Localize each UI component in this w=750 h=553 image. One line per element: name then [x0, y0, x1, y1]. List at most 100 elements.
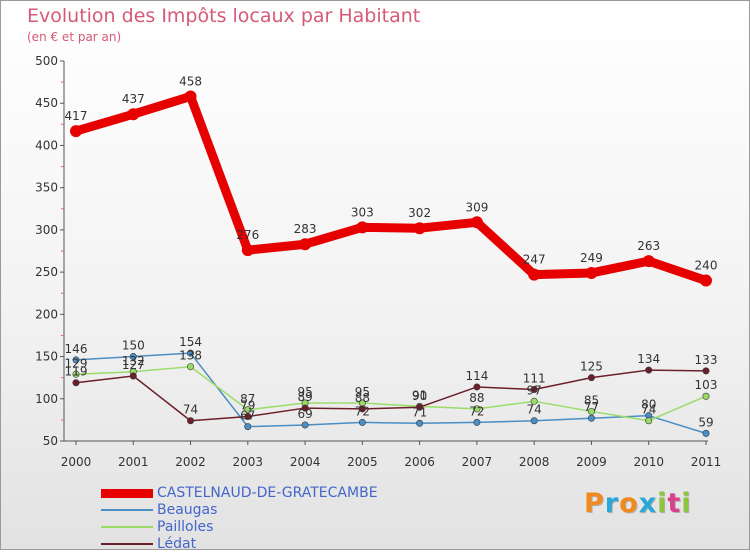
data-label: 119 [65, 365, 88, 379]
series-layer [70, 90, 712, 437]
data-point [473, 383, 481, 391]
data-point [244, 413, 252, 421]
data-point [416, 403, 424, 411]
data-label: 88 [469, 391, 484, 405]
logo-letter: P [584, 488, 605, 519]
data-point [702, 392, 710, 400]
data-point [358, 418, 366, 426]
data-point [700, 274, 712, 287]
data-point [587, 407, 595, 415]
legend-swatch-pailloles [101, 526, 153, 528]
data-point [301, 404, 309, 412]
data-point [70, 125, 82, 138]
data-label: 71 [412, 405, 427, 419]
data-point [585, 266, 598, 279]
data-label: 74 [183, 403, 198, 417]
x-tick-label: 2002 [175, 455, 206, 469]
data-point [530, 397, 538, 405]
data-label: 146 [65, 342, 88, 356]
logo-letter: r [604, 488, 620, 519]
legend-swatch-beaugas [101, 509, 153, 511]
data-label: 240 [695, 259, 718, 273]
x-tick-label: 2001 [118, 455, 149, 469]
x-tick-label: 2006 [404, 455, 435, 469]
data-label: 303 [351, 205, 374, 219]
data-point [301, 421, 309, 429]
data-labels-layer: 146 150 154 67 69 72 71 72 74 77 80 59 129 132 138 87 95… [65, 74, 718, 429]
data-label: 150 [122, 339, 145, 353]
data-label: 97 [527, 383, 542, 397]
data-label: 88 [355, 391, 370, 405]
y-tick-label: 150 [35, 350, 58, 364]
data-label: 127 [122, 358, 145, 372]
data-point [72, 356, 80, 364]
data-point [187, 417, 195, 425]
legend-swatch-castelnaud [101, 489, 153, 498]
data-label: 90 [412, 389, 427, 403]
legend-label-castelnaud: CASTELNAUD-DE-GRATECAMBE [157, 485, 378, 501]
data-point [413, 222, 426, 235]
series-line-3 [75, 365, 707, 422]
data-label: 283 [294, 222, 317, 236]
x-tick-label: 2003 [233, 455, 264, 469]
data-point [587, 414, 595, 422]
data-point [127, 108, 140, 121]
data-point [702, 429, 710, 437]
data-label: 302 [408, 206, 431, 220]
data-label: 247 [523, 253, 546, 267]
legend-swatch-ledat [101, 543, 153, 545]
data-label: 95 [355, 385, 370, 399]
data-point [299, 238, 312, 251]
data-label: 95 [297, 385, 312, 399]
data-point [416, 419, 424, 427]
data-point [702, 367, 710, 375]
data-point [530, 417, 538, 425]
data-label: 72 [469, 404, 484, 418]
data-label: 138 [179, 349, 202, 363]
series-line-2 [75, 352, 707, 435]
data-point [642, 255, 655, 268]
x-tick-label: 2007 [462, 455, 493, 469]
data-label: 276 [236, 228, 259, 242]
data-point [530, 385, 538, 393]
data-label: 111 [523, 371, 546, 385]
data-point [244, 406, 252, 414]
data-label: 89 [297, 390, 312, 404]
data-point [72, 370, 80, 378]
data-label: 114 [465, 369, 488, 383]
y-tick-label: 100 [35, 392, 58, 406]
data-point [587, 374, 595, 382]
data-label: 80 [641, 398, 656, 412]
logo-letter: i [681, 488, 692, 519]
data-label: 263 [637, 239, 660, 253]
logo-letter: x [638, 488, 658, 519]
data-label: 87 [240, 392, 255, 406]
data-label: 437 [122, 92, 145, 106]
x-tick-label: 2010 [633, 455, 664, 469]
data-point [129, 353, 137, 361]
logo-letter: i [657, 488, 668, 519]
y-tick-label: 400 [35, 138, 58, 152]
data-point [473, 405, 481, 413]
axes: 50 100 150 200 250 300 350 400 450 500 2000 2001 200… [35, 54, 721, 469]
data-point [184, 90, 197, 103]
y-tick-label: 200 [35, 307, 58, 321]
data-label: 125 [580, 360, 603, 374]
data-label: 69 [297, 407, 312, 421]
data-label: 103 [695, 378, 718, 392]
chart-subtitle: (en € et par an) [27, 30, 122, 44]
y-tick-label: 350 [35, 181, 58, 195]
data-label: 74 [527, 403, 542, 417]
y-tick-label: 500 [35, 54, 58, 68]
legend-label-ledat: Lédat [157, 536, 197, 552]
data-label: 132 [122, 354, 145, 368]
y-tick-label: 250 [35, 265, 58, 279]
data-point [358, 405, 366, 413]
legend-label-beaugas: Beaugas [157, 502, 218, 518]
x-tick-label: 2005 [347, 455, 378, 469]
data-point [241, 244, 254, 257]
data-point [645, 366, 653, 374]
data-point [473, 418, 481, 426]
